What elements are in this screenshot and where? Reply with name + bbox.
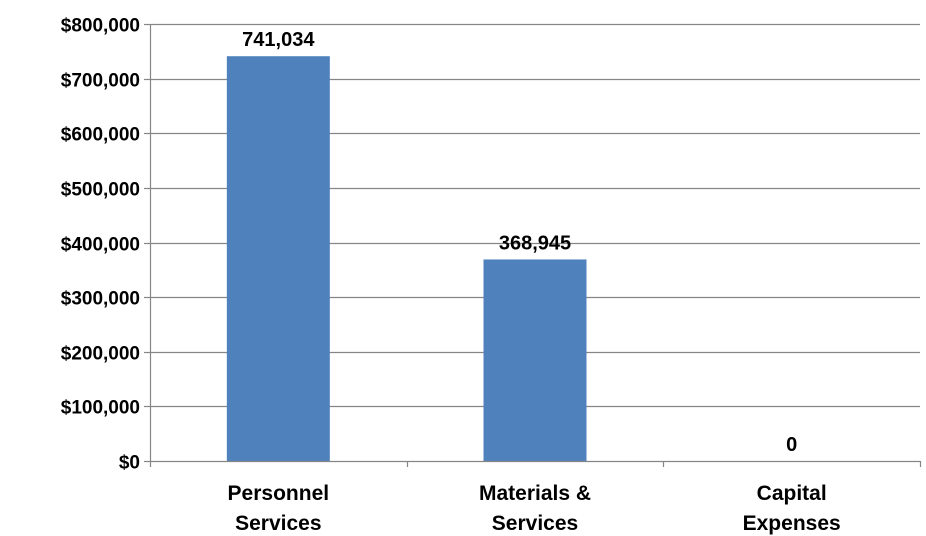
x-axis-category-label: Materials & — [479, 482, 591, 505]
y-axis-tick-label: $800,000 — [61, 16, 140, 37]
x-axis-category-label: Personnel — [228, 482, 330, 505]
bar — [483, 259, 587, 461]
y-axis-tick-label: $700,000 — [61, 71, 140, 92]
y-axis-tick-label: $300,000 — [61, 289, 140, 310]
bar-data-label: 741,034 — [242, 29, 315, 51]
y-axis-tick-label: $400,000 — [61, 235, 140, 256]
x-axis-category-label: Capital — [757, 482, 827, 505]
y-axis-tick-label: $200,000 — [61, 344, 140, 365]
bar — [226, 56, 330, 462]
x-axis-category-label: Services — [492, 512, 578, 535]
y-axis-tick-label: $100,000 — [61, 398, 140, 419]
bar-data-label: 0 — [786, 434, 797, 456]
y-axis-tick-label: $500,000 — [61, 180, 140, 201]
data-labels: 741,034 368,945 0 — [242, 29, 797, 456]
x-axis-category-labels: Personnel Services Materials & Services Capi… — [228, 482, 841, 535]
y-axis-tick-label: $0 — [119, 453, 140, 474]
bars — [226, 56, 587, 462]
y-axis-tick-labels: $0 $100,000 $200,000 $300,000 $400,000 $500,0… — [61, 16, 140, 474]
axes — [144, 23, 922, 467]
x-axis-category-label: Expenses — [743, 512, 841, 535]
x-axis-category-label: Services — [235, 512, 321, 535]
bar-data-label: 368,945 — [499, 232, 571, 254]
y-axis-tick-label: $600,000 — [61, 125, 140, 146]
